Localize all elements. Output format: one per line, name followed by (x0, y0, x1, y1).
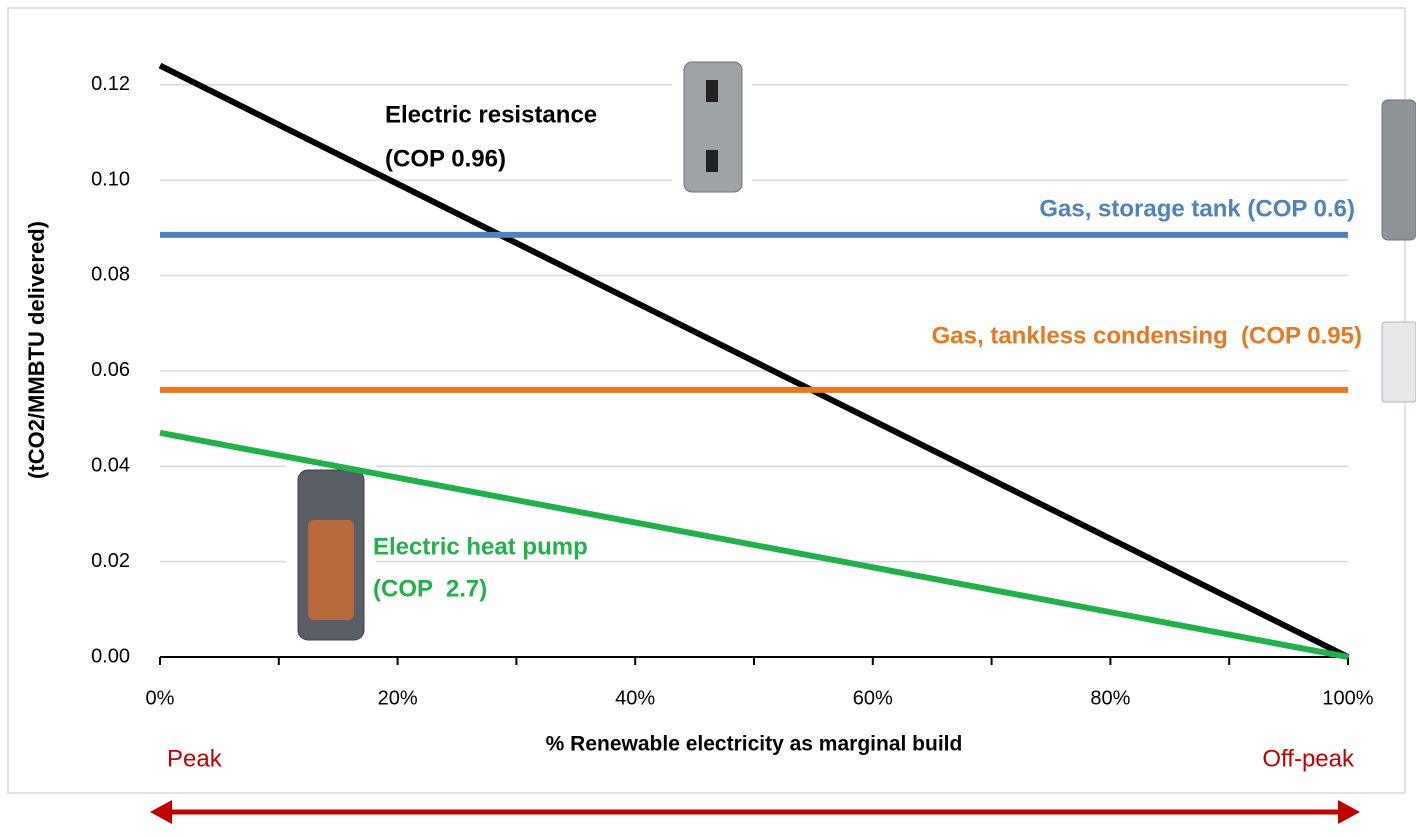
y-tick-label: 0.04 (91, 455, 130, 477)
x-axis-title: % Renewable electricity as marginal buil… (546, 733, 963, 756)
arrow-head (1338, 800, 1360, 824)
tankless-icon (1382, 322, 1416, 402)
series-label: Gas, tankless condensing (COP 0.95) (932, 322, 1362, 349)
y-tick-label: 0.10 (91, 168, 130, 190)
y-axis-title: (tCO2/MMBTU delivered) (24, 221, 49, 479)
y-tick-label: 0.12 (91, 73, 130, 95)
peak-label: Peak (167, 745, 223, 772)
icon-detail (706, 80, 718, 102)
off-peak-label: Off-peak (1262, 745, 1355, 772)
series-note: (COP 0.96) (385, 145, 506, 172)
x-tick-label: 60% (853, 687, 893, 709)
x-tick-label: 80% (1090, 687, 1130, 709)
x-tick-label: 0% (146, 687, 175, 709)
series-label: Electric heat pump (373, 533, 588, 560)
series-note: (COP 2.7) (373, 575, 487, 602)
series-label: Electric resistance (385, 101, 597, 128)
gas-tank-icon (1382, 100, 1416, 240)
y-tick-label: 0.06 (91, 359, 130, 381)
x-tick-label: 40% (615, 687, 655, 709)
chart: 0.00 0.02 0.04 0.06 0.08 0.10 0.12 0% 20% 40% 60%… (0, 0, 1416, 832)
arrow-head (150, 800, 172, 824)
icon-detail (706, 150, 718, 172)
y-tick-label: 0.02 (91, 550, 130, 572)
x-tick-label: 100% (1322, 687, 1373, 709)
series-label: Gas, storage tank (COP 0.6) (1039, 195, 1355, 222)
x-tick-label: 20% (378, 687, 418, 709)
range-arrow (150, 800, 1360, 824)
icon-detail (308, 520, 354, 620)
y-tick-label: 0.00 (91, 645, 130, 667)
y-tick-label: 0.08 (91, 264, 130, 286)
page: 0.00 0.02 0.04 0.06 0.08 0.10 0.12 0% 20% 40% 60%… (0, 0, 1416, 837)
